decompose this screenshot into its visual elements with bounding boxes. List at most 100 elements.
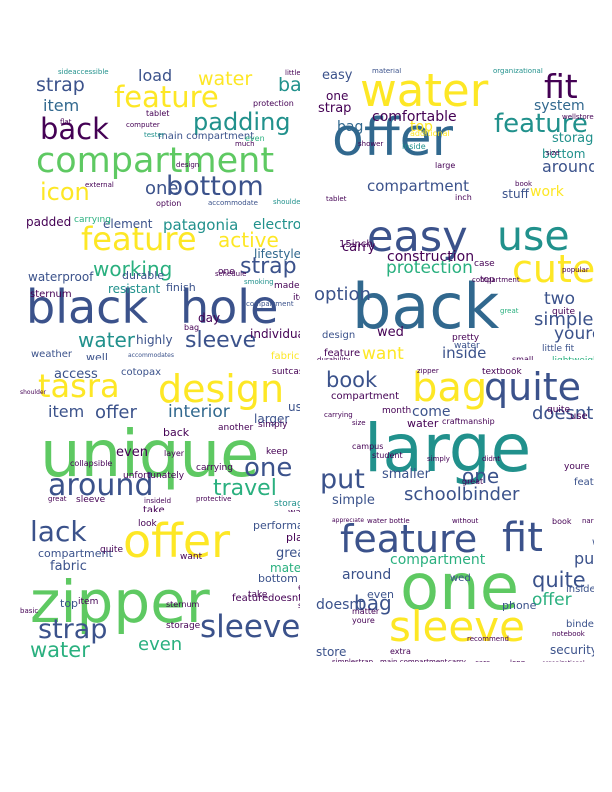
cloud-word: binder — [566, 619, 594, 630]
cloud-word: back — [352, 270, 500, 343]
cloud-word: craftmanship — [442, 417, 495, 426]
cloud-word: simplestrap — [332, 658, 374, 663]
cloud-word: load — [138, 68, 173, 85]
cloud-word: wellstore — [562, 113, 594, 121]
cloud-word: popular — [562, 266, 589, 274]
cloud-word: accommodates — [128, 352, 174, 359]
cloud-word: material — [270, 561, 300, 575]
word-cloud-6: large bag quite book put schoolbinder one come d… — [312, 368, 594, 512]
cloud-word: doesnt — [268, 593, 300, 604]
cloud-word: without — [452, 518, 479, 525]
cloud-word: sternum — [30, 289, 72, 300]
cloud-word: fabric — [271, 351, 300, 361]
cloud-word: even — [116, 445, 148, 460]
cloud-word: large — [435, 161, 456, 170]
cloud-word: bag — [184, 323, 200, 332]
cloud-word: feature — [232, 593, 269, 604]
cloud-word: access — [54, 368, 98, 382]
cloud-word: protection — [253, 99, 294, 108]
cloud-word: use — [497, 216, 570, 260]
cloud-word: cotopax — [121, 368, 162, 378]
cloud-word: keep — [266, 447, 288, 457]
cloud-word: didnt — [482, 455, 501, 463]
cloud-word: bag — [337, 119, 364, 135]
cloud-word: security — [550, 643, 594, 657]
cloud-word: feature — [494, 109, 588, 139]
cloud-word: well — [86, 351, 108, 360]
cloud-word: computer — [126, 121, 160, 129]
cloud-word: option — [314, 284, 371, 305]
cloud-word: use — [288, 400, 300, 414]
cloud-word: bag — [278, 74, 300, 96]
cloud-word: sternum — [166, 600, 200, 609]
cloud-word: case — [474, 259, 495, 269]
cloud-word: quite — [484, 368, 582, 409]
cloud-word: place — [286, 531, 300, 544]
cloud-word: strap — [240, 254, 297, 279]
cloud-word: feature — [574, 477, 594, 488]
cloud-word: pretty — [452, 333, 480, 343]
cloud-word: fit — [544, 68, 578, 106]
cloud-word: storage — [274, 499, 300, 509]
cloud-word: lack — [30, 518, 87, 548]
cloud-word: material — [372, 68, 402, 75]
cloud-word: collapsible — [70, 459, 113, 468]
cloud-word: water — [78, 328, 135, 352]
cloud-word: one — [462, 464, 500, 488]
cloud-word: item — [48, 402, 85, 421]
cloud-word: care — [475, 660, 490, 663]
cloud-word: one — [244, 453, 293, 483]
cloud-word: item — [43, 96, 80, 115]
cloud-word: phone — [502, 599, 537, 612]
cloud-word: work — [592, 538, 594, 548]
cloud-word: back — [40, 112, 109, 146]
cloud-word: compartment — [38, 547, 113, 560]
cloud-word: feature — [81, 220, 197, 258]
cloud-word: water — [198, 68, 253, 90]
cloud-word: bottom — [542, 147, 586, 161]
cloud-word: two — [544, 289, 575, 309]
cloud-word: great — [462, 477, 484, 486]
cloud-word: storage — [166, 621, 201, 631]
cloud-word: durable — [122, 269, 165, 282]
cloud-word: design — [176, 161, 200, 169]
cloud-word: finish — [166, 281, 196, 294]
cloud-word: shoulder — [20, 389, 47, 396]
cloud-word: wed — [377, 325, 404, 340]
cloud-word: offer — [532, 590, 572, 610]
cloud-word: additional — [410, 129, 450, 138]
cloud-word: feature — [324, 348, 361, 359]
cloud-word: want — [362, 344, 404, 361]
cloud-word: carry — [448, 658, 466, 663]
cloud-word: work — [530, 184, 564, 200]
cloud-word: carrying — [324, 411, 353, 419]
cloud-word: youre — [564, 462, 590, 472]
cloud-word: performance — [253, 519, 300, 532]
cloud-word: water — [454, 341, 480, 351]
cloud-word: inside — [402, 142, 426, 151]
cloud-word: black — [26, 280, 149, 334]
cloud-word: textbook — [482, 368, 522, 377]
cloud-word: small — [512, 355, 534, 361]
cloud-word: back — [163, 426, 190, 439]
cloud-word: travel — [213, 476, 277, 501]
cloud-word: book — [515, 180, 533, 188]
cloud-word: store — [316, 645, 347, 659]
cloud-word: accommodate — [208, 199, 258, 207]
cloud-word: one — [145, 178, 179, 199]
word-cloud-4: back easy use cute option protection construct… — [312, 216, 594, 360]
cloud-word: zipper — [30, 568, 210, 636]
cloud-word: use — [570, 411, 588, 422]
cloud-word: stuff — [502, 187, 529, 201]
cloud-word: icon — [40, 178, 90, 206]
cloud-word: padding — [193, 108, 291, 136]
word-cloud-3: black hole feature sleeve strap working active… — [18, 216, 300, 360]
cloud-word: electronic — [253, 217, 300, 233]
cloud-word: schoolbinder — [404, 484, 520, 505]
cloud-word: youre — [554, 324, 594, 344]
cloud-word: highly — [136, 333, 173, 347]
cloud-word: compartment — [472, 276, 520, 284]
cloud-word: main compartment — [158, 131, 255, 142]
cloud-word: option — [156, 199, 182, 208]
cloud-word: water bottle — [367, 518, 410, 525]
